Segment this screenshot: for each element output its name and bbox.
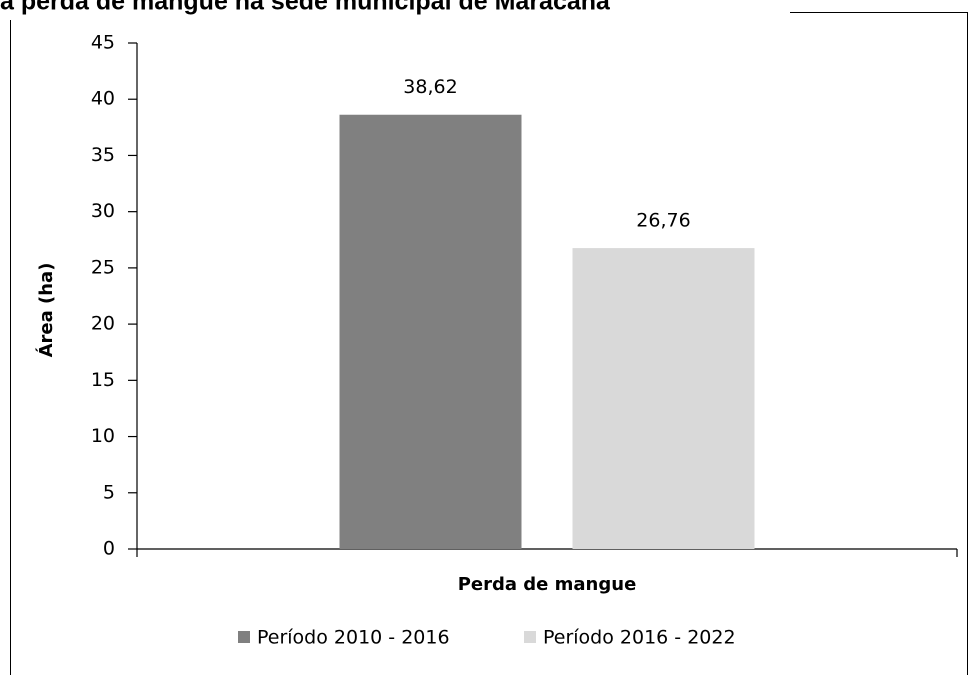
- legend-swatch: [238, 631, 250, 643]
- bar: [572, 248, 755, 549]
- legend-swatch: [524, 631, 536, 643]
- y-tick-label: 20: [91, 313, 115, 335]
- y-tick-label: 40: [91, 88, 115, 110]
- y-axis-label: Área (ha): [35, 263, 57, 358]
- bar: [339, 114, 522, 549]
- y-tick-label: 25: [91, 256, 115, 278]
- data-label: 26,76: [636, 210, 690, 232]
- x-axis-category: Perda de mangue: [458, 574, 637, 595]
- y-tick-label: 30: [91, 200, 115, 222]
- title-background: [0, 0, 790, 20]
- legend-label: Período 2016 - 2022: [543, 627, 736, 649]
- y-tick-label: 45: [91, 32, 115, 54]
- data-label: 38,62: [403, 76, 457, 98]
- legend-label: Período 2010 - 2016: [257, 627, 450, 649]
- chart-title: a perda de mangue na sede municipal de M…: [0, 0, 610, 16]
- y-tick-label: 35: [91, 144, 115, 166]
- y-tick-label: 15: [91, 369, 115, 391]
- y-tick-label: 0: [103, 538, 115, 560]
- y-tick-label: 5: [103, 481, 115, 503]
- y-tick-label: 10: [91, 425, 115, 447]
